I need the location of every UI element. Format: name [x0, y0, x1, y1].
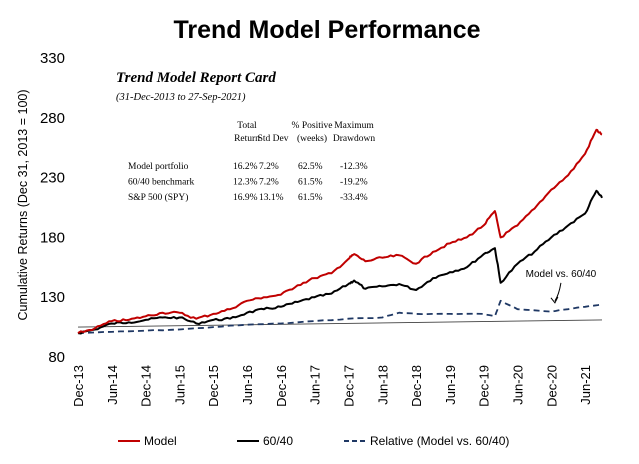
legend-label-model: Model	[144, 434, 177, 448]
y-tick-330: 330	[40, 50, 65, 67]
report-card-cell-60-40-benchmark-1: 12.3%	[233, 178, 258, 188]
x-tick-jun-16: Jun-16	[240, 365, 255, 405]
report-card: Trend Model Report Card (31-Dec-2013 to 2…	[116, 70, 375, 203]
report-card-cell-model-portfolio-1: 16.2%	[233, 162, 258, 172]
x-tick-dec-20: Dec-20	[544, 365, 559, 407]
report-card-row-label-60-40-benchmark: 60/40 benchmark	[128, 178, 194, 188]
x-tick-jun-17: Jun-17	[308, 365, 323, 405]
x-tick-dec-17: Dec-17	[341, 365, 356, 407]
report-card-row-label-model-portfolio: Model portfolio	[128, 161, 189, 172]
y-axis-ticks: 80 130 180 230 280 330	[40, 50, 65, 366]
x-tick-dec-16: Dec-16	[274, 365, 289, 407]
annotation-label: Model vs. 60/40	[526, 269, 597, 280]
report-card-header-4-top: Maximum	[334, 121, 374, 131]
report-card-cell-60-40-benchmark-2: 7.2%	[259, 178, 279, 188]
report-card-subtitle: (31-Dec-2013 to 27-Sep-2021)	[116, 92, 246, 103]
report-card-cell-s-p-500-spy-1: 16.9%	[233, 193, 258, 203]
x-tick-dec-14: Dec-14	[139, 365, 154, 407]
legend-label-60-40: 60/40	[263, 434, 293, 448]
report-card-header-3-top: % Positive	[292, 121, 333, 131]
y-axis-label: Cumulative Returns (Dec 31, 2013 = 100)	[16, 89, 30, 320]
report-card-header-1-bottom: Return	[234, 134, 260, 144]
report-card-cell-s-p-500-spy-4: -33.4%	[340, 193, 368, 203]
x-axis-ticks: Dec-13 Jun-14 Dec-14 Jun-15 Dec-15 Jun-16 Dec-…	[71, 365, 593, 407]
report-card-cell-s-p-500-spy-2: 13.1%	[259, 193, 284, 203]
report-card-row-label-s-p-500-spy: S&P 500 (SPY)	[128, 192, 188, 203]
report-card-cell-model-portfolio-4: -12.3%	[340, 162, 368, 172]
chart-title: Trend Model Performance	[173, 16, 480, 44]
annotation: Model vs. 60/40	[526, 269, 597, 304]
report-card-header-2-bottom: Std Dev	[258, 134, 289, 144]
x-tick-jun-15: Jun-15	[172, 365, 187, 405]
report-card-cell-model-portfolio-3: 62.5%	[298, 162, 323, 172]
x-tick-dec-13: Dec-13	[71, 365, 86, 407]
legend-label-relative-model-vs-60-40: Relative (Model vs. 60/40)	[370, 434, 509, 448]
y-tick-80: 80	[48, 349, 65, 366]
report-card-cell-60-40-benchmark-4: -19.2%	[340, 178, 368, 188]
report-card-cell-s-p-500-spy-3: 61.5%	[298, 193, 323, 203]
annotation-arrow	[554, 282, 562, 302]
report-card-cell-model-portfolio-2: 7.2%	[259, 162, 279, 172]
annotation-arrow-head	[550, 296, 559, 304]
y-tick-280: 280	[40, 110, 65, 127]
x-tick-jun-19: Jun-19	[443, 365, 458, 405]
series-layer	[77, 128, 603, 335]
y-tick-180: 180	[40, 229, 65, 246]
x-tick-jun-20: Jun-20	[510, 365, 525, 405]
y-tick-230: 230	[40, 170, 65, 187]
series-line-relative-model-vs-60-40	[77, 299, 603, 334]
x-tick-dec-18: Dec-18	[409, 365, 424, 407]
x-tick-dec-19: Dec-19	[477, 365, 492, 407]
series-line-60-40	[77, 189, 603, 335]
report-card-title: Trend Model Report Card	[116, 70, 276, 86]
y-tick-130: 130	[40, 289, 65, 306]
x-tick-jun-18: Jun-18	[375, 365, 390, 405]
reference-line	[77, 319, 603, 328]
x-tick-dec-15: Dec-15	[206, 365, 221, 407]
report-card-cell-60-40-benchmark-3: 61.5%	[298, 178, 323, 188]
report-card-header-3-bottom: (weeks)	[297, 133, 327, 144]
report-card-header-4-bottom: Drawdown	[333, 134, 375, 144]
series-line-model	[77, 128, 603, 334]
x-tick-jun-21: Jun-21	[578, 365, 593, 405]
legend: Model 60/40 Relative (Model vs. 60/40)	[118, 434, 509, 448]
report-card-header-1-top: Total	[237, 121, 257, 131]
x-tick-jun-14: Jun-14	[105, 365, 120, 405]
